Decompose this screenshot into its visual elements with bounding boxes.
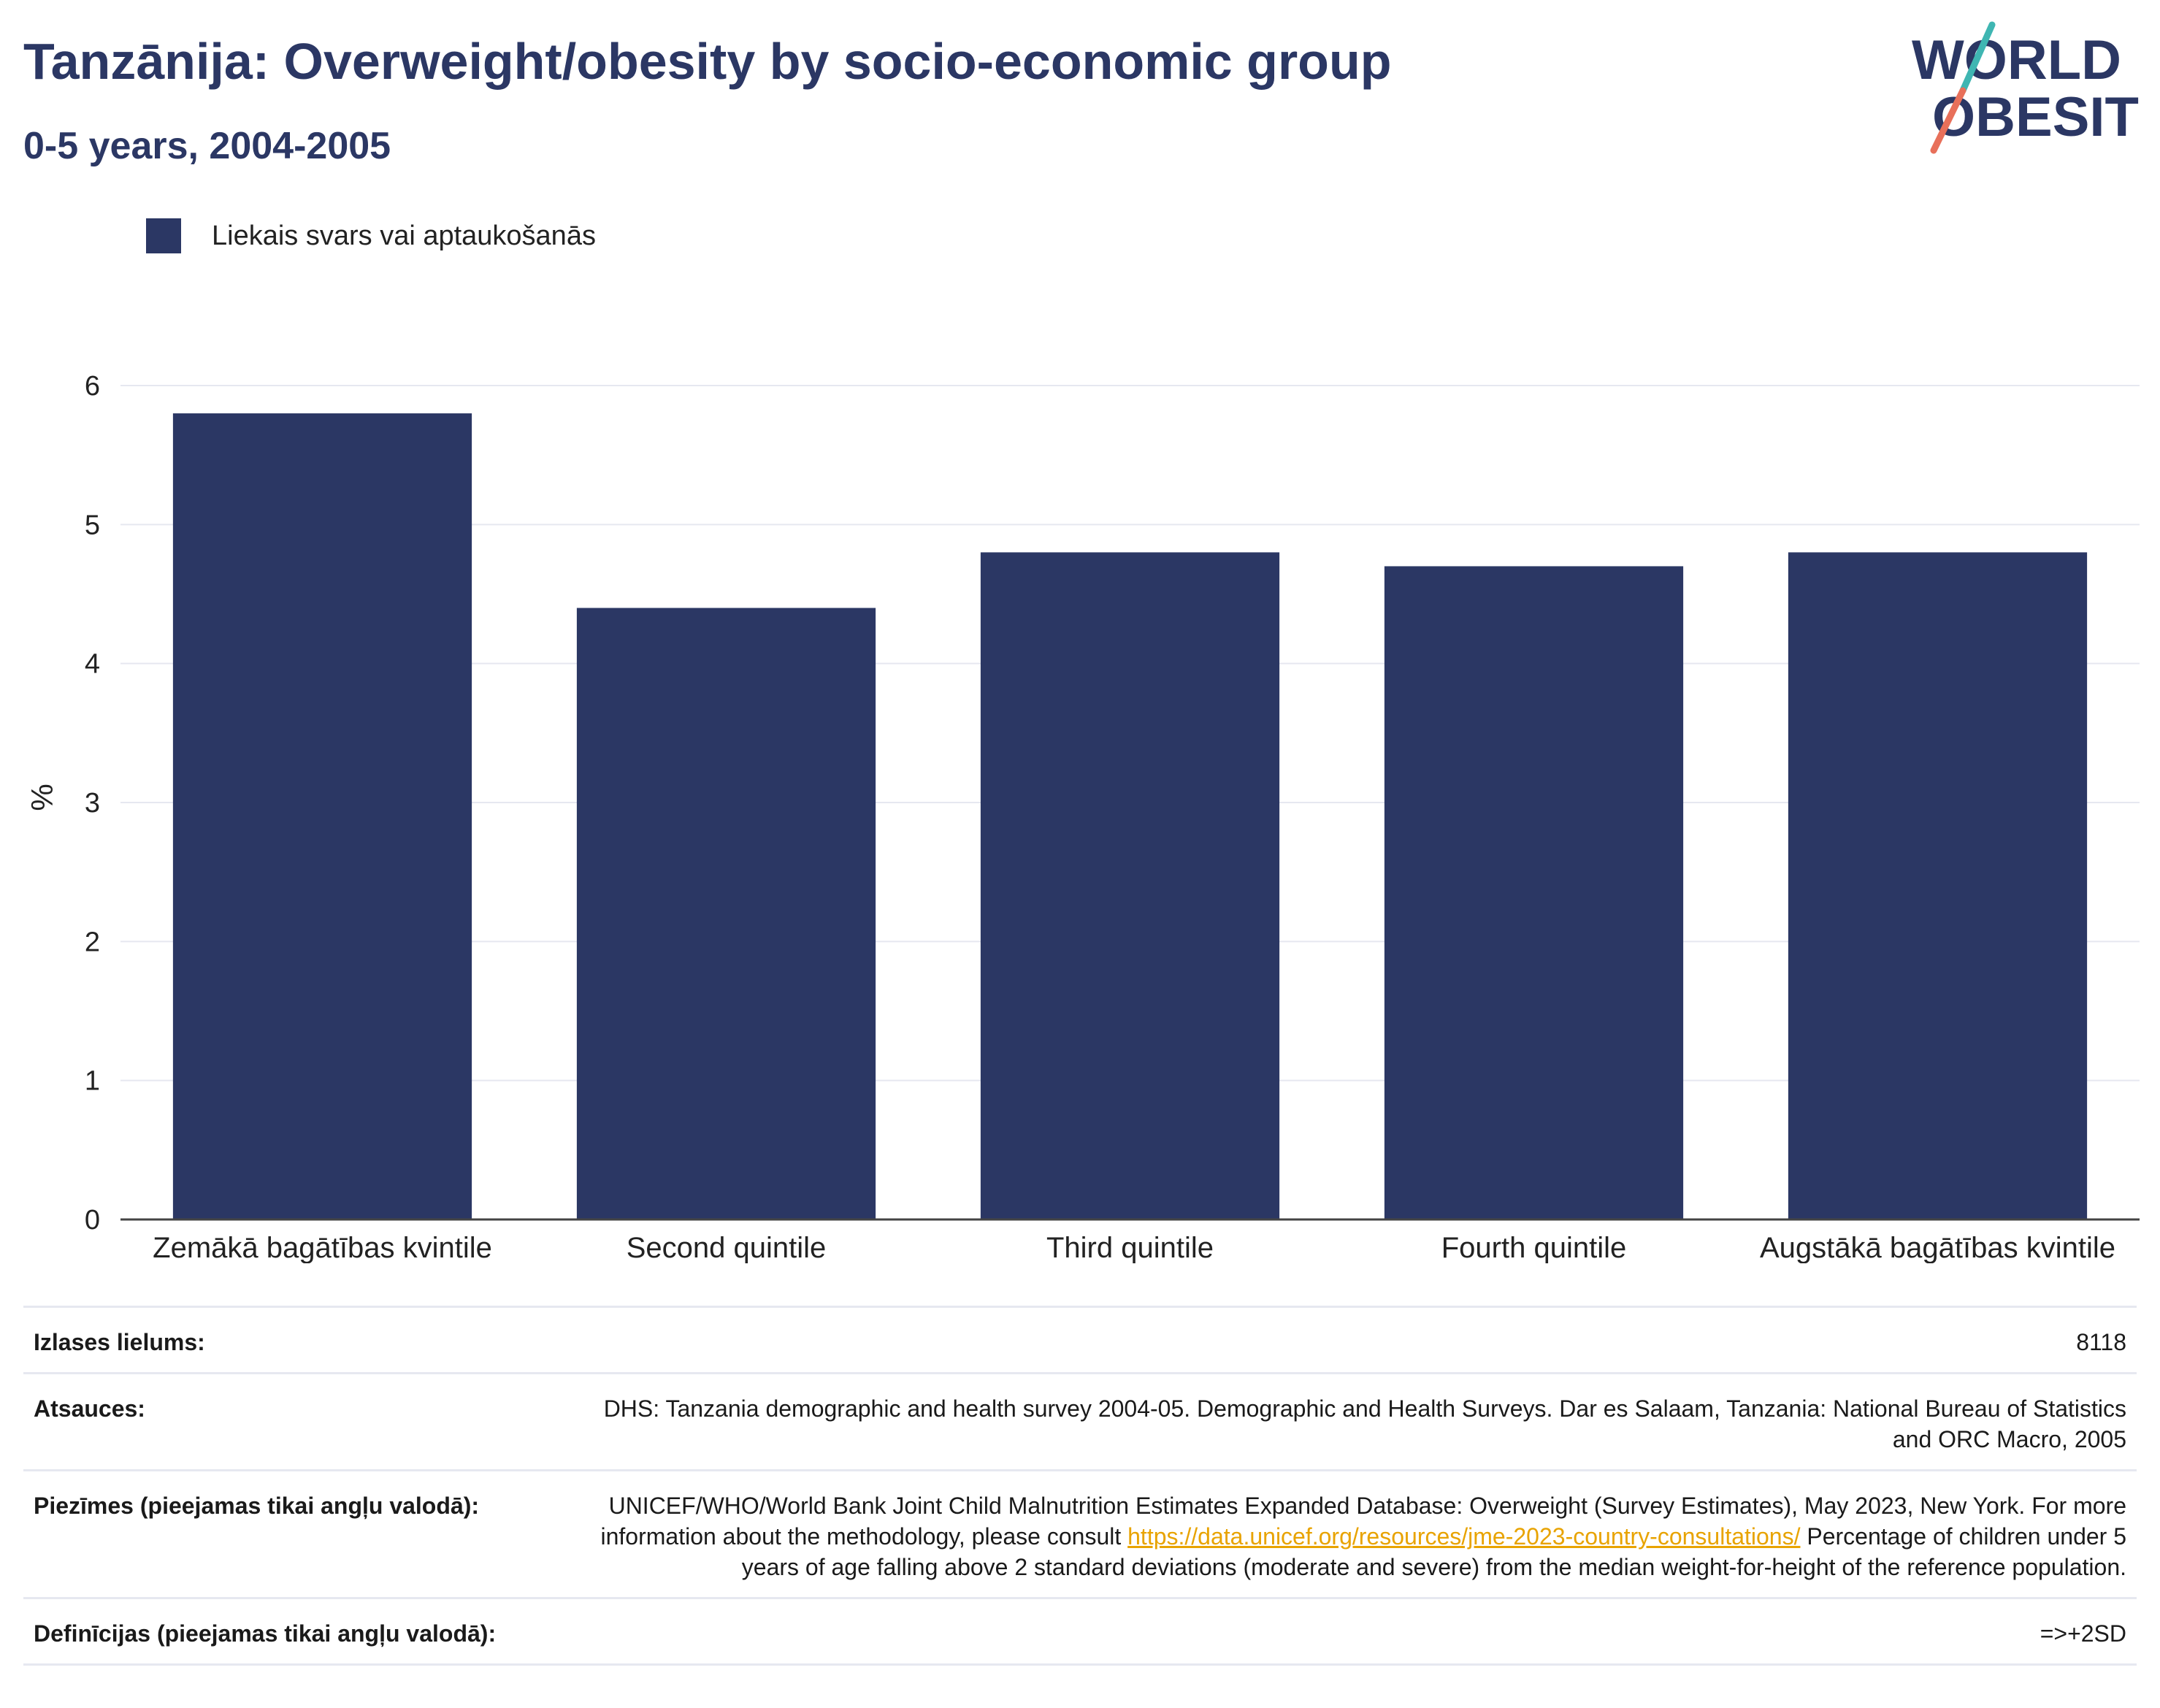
notes-text-1: UNICEF/WHO/World Bank Joint Child Malnut… bbox=[600, 1493, 2126, 1550]
references-value: DHS: Tanzania demographic and health sur… bbox=[589, 1372, 2137, 1471]
notes-label: Piezīmes (pieejamas tikai angļu valodā): bbox=[23, 1469, 589, 1598]
notes-text-2: Percentage of children under 5 years of … bbox=[741, 1523, 2126, 1580]
notes-value: UNICEF/WHO/World Bank Joint Child Malnut… bbox=[589, 1469, 2137, 1598]
bar bbox=[576, 608, 876, 1219]
x-tick-label: Fourth quintile bbox=[1441, 1232, 1626, 1263]
axis-layer: 0 1 2 3 4 5 6 Zemākā bagātības kvintile Second q… bbox=[85, 371, 2140, 1263]
bar bbox=[172, 413, 472, 1219]
world-obesity-logo: WORLD OBESITY bbox=[1912, 21, 2140, 154]
legend-label: Liekais svars vai aptaukošanās bbox=[212, 220, 596, 251]
definitions-value: =>+2SD bbox=[589, 1597, 2137, 1666]
info-table: Izlases lielums: 8118 Atsauces: DHS: Tan… bbox=[23, 1306, 2137, 1666]
bar-chart: 0 1 2 3 4 5 6 Zemākā bagātības kvintile Second q… bbox=[25, 371, 2140, 1263]
x-tick-label: Third quintile bbox=[1046, 1232, 1214, 1263]
bar bbox=[1788, 552, 2088, 1219]
logo-line1: WORLD bbox=[1912, 29, 2121, 91]
info-row-references: Atsauces: DHS: Tanzania demographic and … bbox=[23, 1372, 2137, 1471]
info-row-notes: Piezīmes (pieejamas tikai angļu valodā):… bbox=[23, 1469, 2137, 1598]
chart-subtitle: 0-5 years, 2004-2005 bbox=[23, 125, 391, 167]
y-tick-label: 3 bbox=[85, 788, 100, 819]
bar bbox=[980, 552, 1280, 1219]
chart-title: Tanzānija: Overweight/obesity by socio-e… bbox=[23, 33, 1392, 90]
chart-legend: Liekais svars vai aptaukošanās bbox=[146, 216, 596, 256]
y-tick-label: 6 bbox=[85, 371, 100, 402]
y-tick-label: 2 bbox=[85, 927, 100, 957]
notes-link[interactable]: https://data.unicef.org/resources/jme-20… bbox=[1127, 1523, 1801, 1550]
legend-swatch bbox=[146, 218, 181, 253]
bar bbox=[1384, 566, 1684, 1219]
references-label: Atsauces: bbox=[23, 1372, 589, 1471]
logo-slash-top bbox=[1959, 21, 1996, 94]
logo-line2: OBESITY bbox=[1932, 86, 2140, 148]
y-tick-label: 4 bbox=[85, 649, 100, 680]
x-tick-label: Augstākā bagātības kvintile bbox=[1760, 1232, 2115, 1263]
logo-slash-bottom bbox=[1930, 87, 1966, 154]
sample-size-label: Izlases lielums: bbox=[23, 1306, 589, 1374]
y-tick-label: 0 bbox=[85, 1205, 100, 1236]
x-tick-label: Second quintile bbox=[627, 1232, 827, 1263]
info-row-sample: Izlases lielums: 8118 bbox=[23, 1306, 2137, 1374]
definitions-label: Definīcijas (pieejamas tikai angļu valod… bbox=[23, 1597, 589, 1666]
info-row-definitions: Definīcijas (pieejamas tikai angļu valod… bbox=[23, 1597, 2137, 1666]
x-tick-label: Zemākā bagātības kvintile bbox=[153, 1232, 492, 1263]
bars-layer bbox=[172, 413, 2088, 1219]
y-tick-label: 5 bbox=[85, 510, 100, 540]
y-axis-title: % bbox=[25, 784, 59, 811]
sample-size-value: 8118 bbox=[589, 1306, 2137, 1374]
y-tick-label: 1 bbox=[85, 1066, 100, 1097]
